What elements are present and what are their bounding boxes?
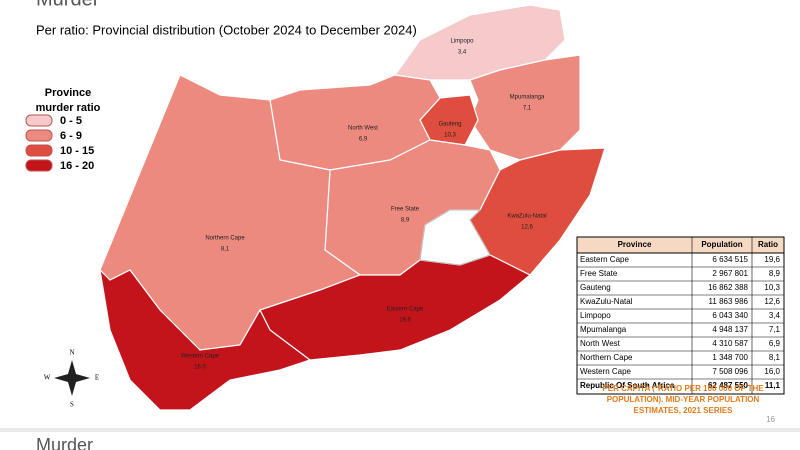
province-ratio: 19,6 [399,318,411,324]
table-cell: Gauteng [580,283,611,292]
table-header-bg [576,236,785,254]
table-cell: Republic Of South Africa [580,381,675,390]
table-cell: 2 967 801 [712,269,748,278]
table-frame [576,236,785,395]
table-cell: 6 634 515 [712,255,748,264]
province-name: KwaZulu-Natal [507,214,546,220]
table-header-cell: Ratio [758,240,778,249]
table-cell: 1 348 700 [712,353,748,362]
legend-label: 6 - 9 [60,130,82,142]
table-cell: 8,9 [769,269,781,278]
table-cell: 7,1 [769,325,781,334]
compass-label: N [69,349,74,357]
table-cell: 7 508 096 [712,367,748,376]
compass-label: S [70,401,74,409]
table-header-cell: Province [618,240,652,249]
table-cell: 19,6 [764,255,780,264]
table-cell: Eastern Cape [580,255,629,264]
table-cell: 8,1 [769,353,781,362]
table-cell: Western Cape [580,367,632,376]
legend-swatch [25,159,53,172]
compass-label: W [44,374,51,382]
page-number: 16 [766,415,775,424]
province-ratio: 12,6 [521,225,533,231]
title: Murder [36,0,100,10]
legend-label: 10 - 15 [60,145,94,157]
legend-swatch [25,129,53,142]
compass-star [54,360,90,396]
table-cell: 4 948 137 [712,325,748,334]
table-cell: Limpopo [580,311,611,320]
province-name: Mpumalanga [510,95,545,101]
province-name: Limpopo [450,39,474,45]
province-ratio: 8,1 [221,247,230,253]
footnote: PER CAPITA (*RATIO PER 100 000 OF THE POP… [602,384,764,415]
province-ratio: 8,9 [401,218,410,224]
legend-title: Province murder ratio [36,87,101,114]
table-cell: North West [580,339,621,348]
subtitle: Per ratio: Provincial distribution (Octo… [36,22,417,37]
table-cell: 3,4 [769,311,781,320]
legend-label: 0 - 5 [60,115,82,127]
province-ratio: 16.0 [194,365,206,371]
table-cell: 62 487 550 [708,381,749,390]
province-name: Northern Cape [205,236,245,242]
province-name: North West [348,126,378,132]
table-cell: 10,3 [764,283,780,292]
province-name: Gauteng [438,122,461,128]
province-shape [393,4,566,81]
table-cell: KwaZulu-Natal [580,297,633,306]
table-cell: 12,6 [764,297,780,306]
legend-label: 16 - 20 [60,160,94,172]
table-cell: 6,9 [769,339,781,348]
lesotho [419,209,491,266]
province-ratio: 3,4 [458,50,467,56]
table-cell: Mpumalanga [580,325,627,334]
province-ratio: 7,1 [523,106,532,112]
legend-swatch [25,114,53,127]
table-cell: Northern Cape [580,353,633,362]
next-slide-bg [0,432,800,450]
next-slide-title: Murder [36,435,93,450]
table-cell: Free State [580,269,618,278]
legend-swatch [25,144,53,157]
province-name: Eastern Cape [387,307,424,313]
table-cell: 11,1 [765,381,781,390]
province-ratio: 6,9 [359,137,368,143]
table-cell: 16 862 388 [708,283,749,292]
table-header-cell: Population [701,240,742,249]
table-cell: 11 863 986 [709,297,749,306]
province-name: Free State [391,207,420,213]
province-shape [99,268,312,411]
table-cell: 4 310 587 [712,339,748,348]
province-ratio: 10,3 [444,133,456,139]
compass-label: E [95,374,99,382]
province-name: Western Cape [181,354,220,360]
table-cell: 6 043 340 [712,311,748,320]
table-cell: 16,0 [764,367,780,376]
